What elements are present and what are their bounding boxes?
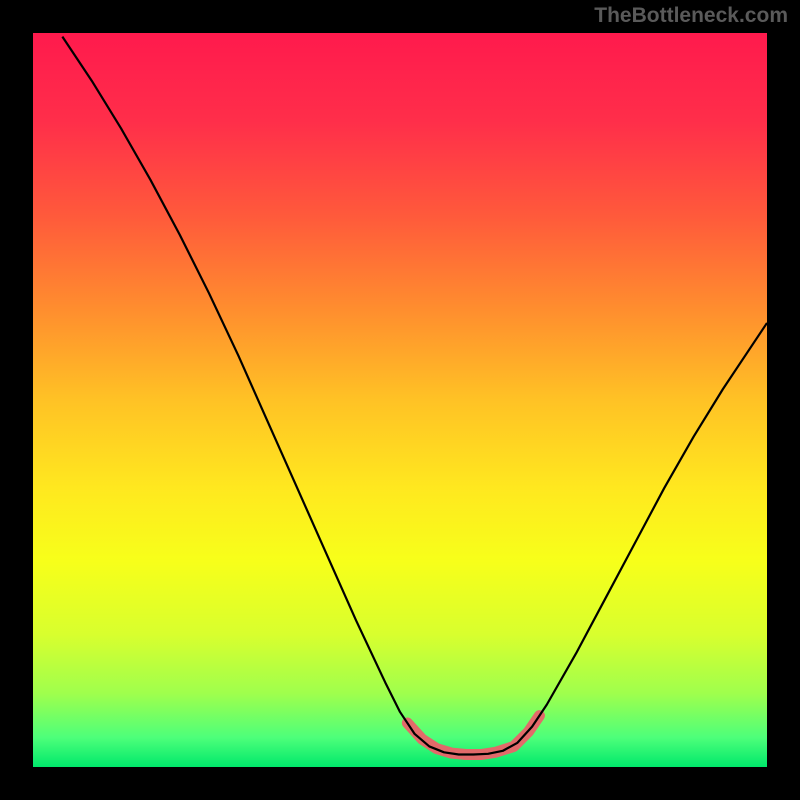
- chart-canvas: [0, 0, 800, 800]
- bottleneck-chart: TheBottleneck.com: [0, 0, 800, 800]
- watermark-text: TheBottleneck.com: [594, 4, 788, 28]
